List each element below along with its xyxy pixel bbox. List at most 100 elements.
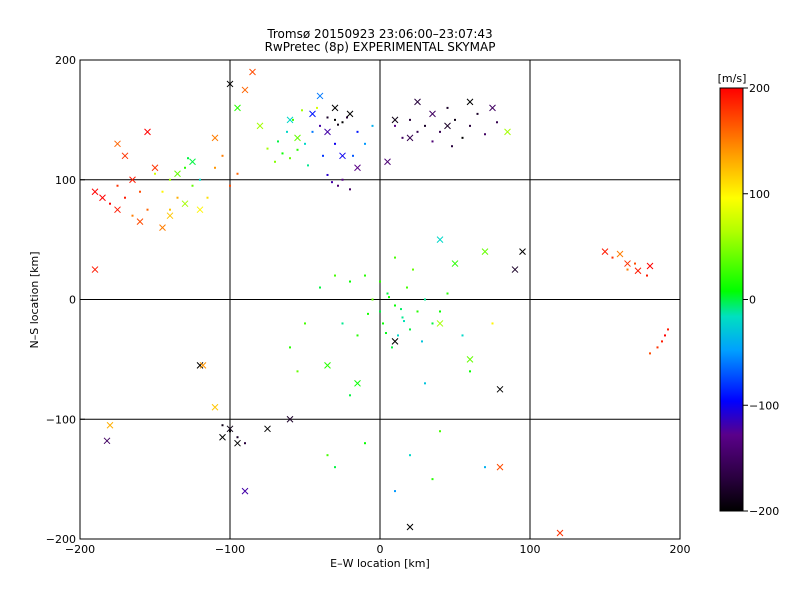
cross-point-23 <box>316 92 324 100</box>
dot-point-85 <box>439 310 441 313</box>
dot-point-115 <box>626 268 629 271</box>
dot-point-26 <box>292 118 294 121</box>
cross-point-57 <box>226 425 234 433</box>
dot-point-119 <box>326 454 329 457</box>
cross-point-3 <box>114 206 121 214</box>
dot-point-79 <box>424 298 426 301</box>
dot-point-0 <box>334 118 336 121</box>
cross-point-16 <box>226 80 234 88</box>
dot-point-60 <box>206 196 209 199</box>
x-tick-label-1: −100 <box>215 543 245 556</box>
cross-point-35 <box>466 98 474 106</box>
y-tick-label-3: 100 <box>55 174 76 187</box>
cross-point-42 <box>436 236 444 243</box>
dot-point-69 <box>409 328 411 331</box>
colorbar-tick-label-4: −200 <box>749 505 779 518</box>
dot-point-59 <box>169 208 171 211</box>
dot-point-118 <box>646 274 648 277</box>
cross-point-15 <box>241 86 249 94</box>
cross-point-58 <box>264 425 271 433</box>
dot-point-58 <box>131 214 134 217</box>
dot-point-41 <box>476 112 479 115</box>
dot-point-10 <box>281 152 284 155</box>
cross-point-65 <box>496 385 504 393</box>
cross-point-63 <box>436 320 444 327</box>
dot-point-34 <box>469 124 471 127</box>
dot-point-83 <box>356 334 359 337</box>
dot-point-73 <box>397 334 399 337</box>
cross-point-69 <box>556 529 564 537</box>
cross-point-7 <box>166 212 174 220</box>
dot-point-84 <box>341 322 344 325</box>
cross-point-38 <box>519 248 526 255</box>
dot-point-56 <box>116 184 119 187</box>
cross-point-41 <box>451 260 459 267</box>
dot-point-36 <box>446 106 449 109</box>
dot-point-68 <box>401 316 404 319</box>
dot-point-50 <box>154 172 156 175</box>
dot-point-23 <box>371 124 374 127</box>
cross-point-24 <box>331 104 339 112</box>
dot-point-117 <box>611 256 614 259</box>
colorbar-label: [m/s] <box>718 72 747 85</box>
dot-point-74 <box>406 286 408 289</box>
cross-point-54 <box>103 437 111 445</box>
dot-point-108 <box>221 424 224 427</box>
dot-point-33 <box>454 118 456 121</box>
dot-point-81 <box>421 340 423 343</box>
dot-point-21 <box>364 142 366 145</box>
dot-point-53 <box>139 190 141 193</box>
dot-point-75 <box>364 274 366 277</box>
y-tick-label-4: 200 <box>55 54 76 67</box>
dot-point-121 <box>431 478 434 481</box>
dot-point-113 <box>649 352 651 355</box>
dot-point-8 <box>296 148 299 151</box>
dot-point-28 <box>277 140 279 143</box>
y-axis-label: N–S location [km] <box>28 251 41 348</box>
cross-point-34 <box>384 158 391 166</box>
cross-point-50 <box>196 362 204 369</box>
dot-point-5 <box>319 124 321 127</box>
dot-point-48 <box>161 190 164 193</box>
dot-point-78 <box>319 286 321 289</box>
cross-point-6 <box>159 224 166 232</box>
dot-point-98 <box>469 370 471 373</box>
dot-point-4 <box>346 116 348 119</box>
dot-point-96 <box>289 346 291 349</box>
dot-point-39 <box>416 130 419 133</box>
x-tick-label-0: −200 <box>65 543 95 556</box>
cross-point-44 <box>114 140 121 148</box>
dot-point-44 <box>451 145 453 148</box>
dot-point-2 <box>326 116 329 119</box>
cross-point-61 <box>354 379 361 387</box>
colorbar-ticks: 200 100 0 −100 −200 <box>743 82 779 518</box>
dot-point-52 <box>214 166 216 169</box>
x-tick-label-3: 100 <box>520 543 541 556</box>
dot-point-24 <box>316 106 318 109</box>
plot-area: −200 −100 0 100 200 −200 −100 0 100 200 <box>46 54 691 556</box>
dot-point-107 <box>236 436 239 439</box>
cross-point-52 <box>211 403 219 411</box>
dot-point-116 <box>634 262 636 265</box>
cross-point-22 <box>309 110 316 118</box>
dot-point-29 <box>266 147 269 150</box>
dot-point-13 <box>322 154 324 157</box>
dot-point-111 <box>656 346 659 349</box>
dot-point-122 <box>296 370 299 373</box>
cross-point-12 <box>144 128 151 136</box>
dot-point-45 <box>184 166 186 169</box>
chart-subtitle: RwPretec (8p) EXPERIMENTAL SKYMAP <box>265 40 496 54</box>
cross-point-43 <box>91 266 99 273</box>
dot-point-70 <box>416 310 419 313</box>
cross-point-0 <box>129 176 136 184</box>
dot-point-92 <box>367 312 369 315</box>
dot-point-49 <box>176 196 179 199</box>
cross-point-47 <box>616 250 624 258</box>
x-tick-label-2: 0 <box>377 543 384 556</box>
dot-point-64 <box>187 157 189 160</box>
cross-point-11 <box>189 158 196 166</box>
cross-point-18 <box>234 104 241 112</box>
dot-point-42 <box>496 121 498 124</box>
dot-point-62 <box>236 172 239 175</box>
dot-point-47 <box>191 184 194 187</box>
